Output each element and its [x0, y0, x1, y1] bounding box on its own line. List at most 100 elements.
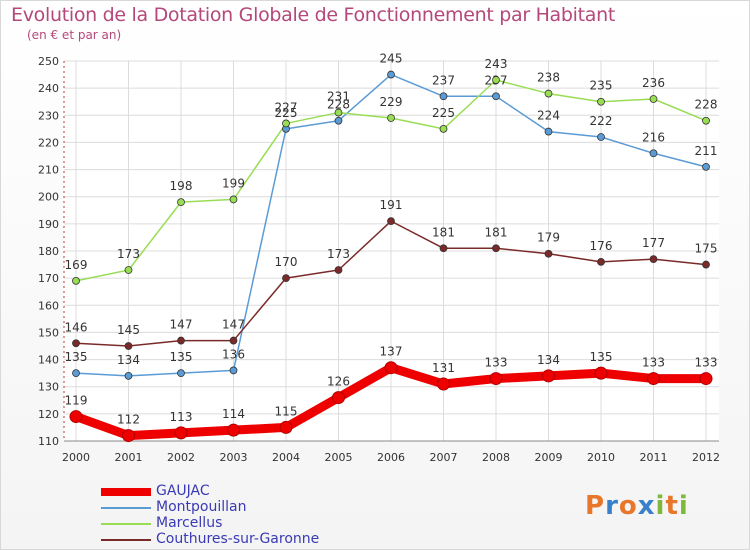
x-tick-label: 2006 [377, 451, 405, 464]
y-tick-label: 240 [38, 82, 59, 95]
logo-letter: i [678, 491, 689, 521]
logo-letter: P [585, 491, 606, 521]
data-label-gaujac: 113 [170, 410, 193, 424]
point-marcellus [177, 198, 185, 207]
data-label-couthures-sur-garonne: 145 [117, 323, 140, 337]
point-marcellus [282, 119, 290, 128]
y-tick-label: 220 [38, 136, 59, 149]
legend-swatch [101, 539, 151, 541]
point-montpouillan [439, 92, 448, 101]
legend-label: Marcellus [156, 515, 223, 531]
y-tick-label: 230 [38, 109, 59, 122]
data-label-montpouillan: 228 [327, 98, 350, 112]
data-label-gaujac: 115 [275, 404, 298, 418]
data-label-couthures-sur-garonne: 175 [695, 242, 718, 256]
data-label-couthures-sur-garonne: 147 [170, 318, 193, 332]
data-label-marcellus: 236 [642, 76, 665, 90]
chart-subtitle: (en € et par an) [27, 28, 122, 42]
y-tick-label: 150 [38, 326, 59, 339]
data-label-montpouillan: 224 [537, 109, 560, 123]
data-label-couthures-sur-garonne: 181 [432, 225, 455, 239]
point-montpouillan [124, 371, 133, 380]
legend-swatch [101, 507, 151, 509]
data-label-marcellus: 235 [590, 79, 613, 93]
legend-item-gaujac: GAUJAC [101, 483, 401, 500]
data-label-montpouillan: 245 [380, 52, 403, 66]
data-label-gaujac: 134 [537, 353, 560, 367]
data-label-gaujac: 131 [432, 361, 455, 375]
point-montpouillan [544, 127, 553, 136]
logo-letter: o [618, 491, 638, 521]
point-marcellus [492, 76, 500, 84]
point-gaujac [279, 420, 293, 434]
point-gaujac [699, 372, 713, 386]
data-label-montpouillan: 135 [65, 350, 88, 364]
point-montpouillan [387, 70, 395, 79]
point-gaujac [594, 366, 608, 380]
y-tick-label: 210 [38, 164, 59, 177]
data-label-gaujac: 114 [222, 407, 245, 421]
point-gaujac [542, 369, 555, 383]
point-montpouillan [229, 366, 238, 375]
data-label-montpouillan: 134 [117, 353, 140, 367]
data-label-marcellus: 227 [275, 100, 298, 114]
y-tick-label: 180 [38, 245, 59, 258]
y-tick-label: 170 [38, 272, 59, 285]
point-montpouillan [72, 369, 80, 378]
data-label-montpouillan: 135 [170, 350, 193, 364]
data-label-marcellus: 199 [222, 176, 245, 190]
logo-letter: x [637, 491, 656, 521]
point-marcellus [124, 266, 133, 274]
point-montpouillan [177, 369, 185, 378]
line-chart: 110 120 130 140 150 160 170 180 190 200 210 220 230 2… [38, 52, 720, 464]
point-gaujac [174, 426, 188, 440]
data-label-marcellus: 225 [432, 106, 455, 120]
point-gaujac [332, 391, 345, 405]
point-marcellus [387, 114, 395, 122]
data-label-couthures-sur-garonne: 173 [327, 247, 350, 261]
point-montpouillan [649, 149, 658, 158]
y-tick-label: 110 [38, 435, 59, 448]
point-marcellus [334, 108, 343, 117]
data-label-montpouillan: 211 [695, 144, 718, 158]
point-gaujac [122, 429, 135, 443]
x-tick-label: 2000 [62, 451, 90, 464]
point-couthures-sur-garonne [544, 249, 553, 258]
point-couthures-sur-garonne [334, 266, 343, 274]
data-label-gaujac: 133 [695, 356, 718, 370]
legend-label: Montpouillan [156, 499, 247, 515]
data-label-marcellus: 228 [695, 98, 718, 112]
point-marcellus [72, 276, 80, 285]
point-couthures-sur-garonne [387, 217, 395, 226]
data-label-couthures-sur-garonne: 176 [590, 239, 613, 253]
logo-letter: r [605, 491, 619, 521]
x-tick-label: 2012 [692, 451, 720, 464]
legend-label: Couthures-sur-Garonne [156, 531, 320, 547]
x-tick-label: 2005 [325, 451, 353, 464]
legend-swatch [101, 523, 151, 525]
data-label-gaujac: 126 [327, 375, 350, 389]
data-label-marcellus: 198 [170, 179, 193, 193]
data-label-montpouillan: 225 [275, 106, 298, 120]
data-label-gaujac: 112 [117, 413, 140, 427]
point-couthures-sur-garonne [439, 244, 448, 253]
data-label-couthures-sur-garonne: 147 [222, 318, 245, 332]
data-label-marcellus: 173 [117, 247, 140, 261]
y-tick-label: 120 [38, 408, 59, 421]
data-label-montpouillan: 222 [590, 114, 613, 128]
legend-item-couthures: Couthures-sur-Garonne [101, 531, 401, 548]
legend-label: GAUJAC [156, 483, 210, 499]
point-gaujac [437, 377, 450, 391]
data-label-marcellus: 229 [380, 95, 403, 109]
point-montpouillan [597, 133, 605, 141]
point-marcellus [544, 89, 553, 98]
data-label-marcellus: 231 [327, 90, 350, 104]
point-couthures-sur-garonne [492, 244, 500, 253]
point-couthures-sur-garonne [229, 336, 238, 345]
logo-letter: i [655, 491, 666, 521]
x-tick-label: 2010 [587, 451, 615, 464]
data-label-marcellus: 243 [485, 57, 508, 71]
y-tick-label: 200 [38, 191, 59, 204]
point-marcellus [597, 97, 605, 106]
point-montpouillan [702, 162, 710, 171]
